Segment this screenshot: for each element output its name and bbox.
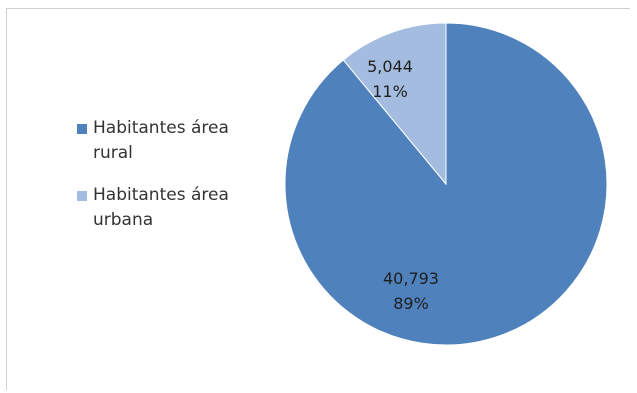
slice-value-label-rural: 40,793 [383, 269, 439, 288]
legend-swatch-rural [77, 124, 87, 134]
pie-slice-urban [342, 22, 447, 186]
legend-label-rural: Habitantes área rural [93, 118, 229, 163]
slice-percent-label-rural: 89% [393, 294, 429, 313]
legend-swatch-urban [77, 191, 87, 201]
slice-value-label-urban: 5,044 [367, 57, 413, 76]
slice-percent-label-urban: 11% [372, 82, 408, 101]
legend: Habitantes área rural Habitantes área ur… [77, 116, 277, 250]
legend-label-urban: Habitantes área urbana [93, 185, 229, 230]
legend-item-rural: Habitantes área rural [77, 116, 277, 166]
legend-item-urban: Habitantes área urbana [77, 183, 277, 233]
